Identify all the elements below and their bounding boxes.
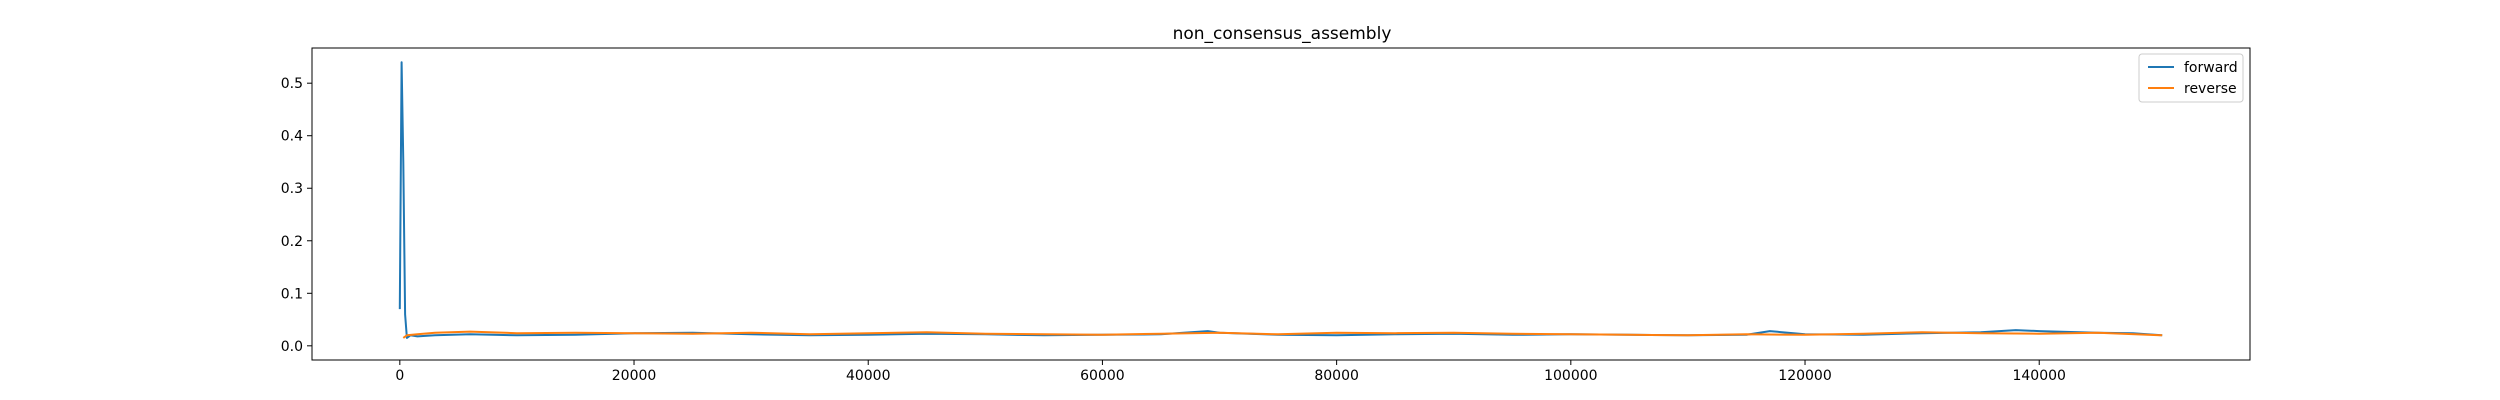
legend: forward reverse [2138,53,2244,103]
legend-label-reverse: reverse [2184,81,2237,97]
x-tick-label: 100000 [1544,368,1597,384]
y-tick-label: 0.0 [281,339,303,355]
legend-label-forward: forward [2184,60,2238,76]
y-tick-label: 0.3 [281,181,303,197]
x-tick-label: 40000 [846,368,891,384]
y-tick-label: 0.5 [281,76,303,92]
y-tick-label: 0.1 [281,286,303,302]
x-tick-label: 20000 [612,368,657,384]
y-tick-label: 0.4 [281,129,303,145]
x-tick-label: 80000 [1314,368,1359,384]
y-axis: 0.0 0.1 0.2 0.3 0.4 0.5 [281,76,312,355]
series-layer [398,61,2163,339]
x-axis: 0 20000 40000 60000 80000 100000 120000 140000 [395,360,2066,384]
x-tick-label: 140000 [2012,368,2065,384]
series-line-reverse [402,330,2163,339]
y-tick-label: 0.2 [281,234,303,250]
x-tick-label: 60000 [1080,368,1125,384]
x-tick-label: 0 [395,368,404,384]
chart-title: non_consensus_assembly [1173,24,1392,44]
plot-area [311,47,2251,361]
x-tick-label: 120000 [1778,368,1831,384]
